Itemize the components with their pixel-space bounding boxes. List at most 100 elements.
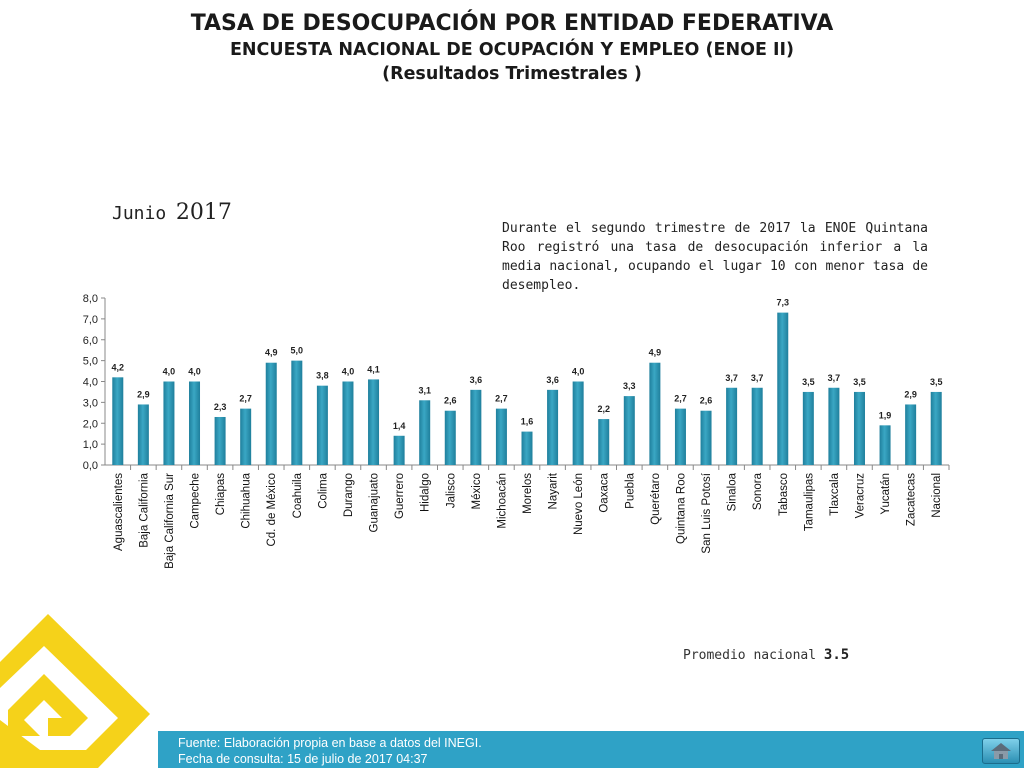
x-tick-label: Zacatecas: [906, 473, 918, 526]
x-tick-label: Baja California: [138, 472, 150, 547]
data-label: 7,3: [776, 298, 789, 308]
bar-chart: 0,0 1,0 2,0 3,0 4,0 5,0 6,0 7,0 8,0 4,2 Aguascalie…: [83, 293, 950, 569]
x-tick-label: Guerrero: [394, 473, 406, 519]
bar: [214, 416, 226, 465]
bar: [828, 387, 840, 465]
data-label: 2,7: [495, 394, 508, 404]
x-tick-label: Nacional: [931, 473, 943, 518]
x-tick-label: Durango: [343, 473, 355, 517]
bar: [368, 379, 380, 465]
x-tick-label: México: [471, 473, 483, 509]
bar: [470, 389, 482, 465]
x-tick-label: Jalisco: [445, 473, 457, 508]
data-label: 3,6: [546, 375, 559, 385]
bar: [393, 435, 405, 465]
bar: [674, 408, 686, 465]
bar: [598, 419, 610, 465]
x-tick-label: Tamaulipas: [803, 473, 815, 531]
data-label: 4,9: [265, 348, 278, 358]
x-tick-label: Yucatán: [880, 473, 892, 515]
data-label: 3,5: [802, 377, 815, 387]
period-month: Junio: [112, 203, 167, 224]
bar: [495, 408, 507, 465]
x-tick-label: Hidalgo: [420, 473, 432, 512]
home-button[interactable]: [982, 738, 1020, 764]
data-label: 1,6: [521, 417, 534, 427]
x-tick-label: Nuevo León: [573, 473, 585, 535]
x-tick-label: Tabasco: [778, 473, 790, 516]
y-tick-label: 7,0: [83, 314, 98, 326]
data-label: 2,2: [597, 404, 610, 414]
bar: [905, 404, 917, 465]
x-tick-label: Morelos: [522, 473, 534, 514]
x-tick-label: Puebla: [624, 472, 636, 508]
x-tick-label: Quintana Roo: [675, 473, 687, 544]
y-tick-label: 0,0: [83, 460, 98, 472]
y-tick-label: 1,0: [83, 439, 98, 451]
x-tick-label: Nayarit: [548, 472, 560, 509]
footer-source-line: Fuente: Elaboración propia en base a dat…: [178, 736, 482, 750]
data-label: 2,9: [904, 389, 917, 399]
x-tick-label: Cd. de México: [266, 473, 278, 547]
bar: [112, 377, 124, 465]
x-tick-label: Baja California Sur: [164, 473, 176, 569]
page-subtitle: ENCUESTA NACIONAL DE OCUPACIÓN Y EMPLEO …: [229, 40, 795, 60]
national-average-label: Promedio nacional: [683, 648, 817, 663]
x-tick-label: Guanajuato: [369, 473, 381, 532]
bar: [572, 381, 584, 465]
bar: [189, 381, 201, 465]
data-label: 3,7: [751, 373, 764, 383]
data-label: 3,1: [418, 385, 431, 395]
national-average: Promedio nacional 3.5: [683, 647, 849, 663]
page-subtitle-2: (Resultados Trimestrales ): [382, 64, 642, 84]
x-tick-label: Veracruz: [854, 473, 866, 519]
data-label: 4,0: [163, 367, 176, 377]
x-tick-label: Chihuahua: [241, 472, 253, 528]
x-tick-label: Sonora: [752, 472, 764, 510]
x-tick-label: Coahuila: [292, 472, 304, 518]
bar: [137, 404, 149, 465]
bar: [930, 391, 942, 465]
national-average-value: 3.5: [823, 647, 850, 663]
period-year: 2017: [175, 200, 232, 225]
data-label: 2,6: [700, 396, 713, 406]
x-tick-label: Campeche: [190, 473, 202, 529]
bar: [419, 400, 431, 465]
data-label: 3,3: [623, 381, 636, 391]
data-label: 2,3: [214, 402, 227, 412]
y-tick-label: 3,0: [83, 397, 98, 409]
page-title: TASA DE DESOCUPACIÓN POR ENTIDAD FEDERAT…: [190, 11, 834, 36]
bar: [802, 391, 814, 465]
data-label: 4,2: [112, 362, 125, 372]
data-label: 3,7: [725, 373, 738, 383]
footer-source: Fuente: Elaboración propia en base a dat…: [178, 735, 482, 767]
x-tick-label: San Luis Potosí: [701, 472, 713, 553]
x-tick-label: Querétaro: [650, 473, 662, 525]
bar: [240, 408, 252, 465]
y-tick-label: 5,0: [83, 356, 98, 368]
bar: [265, 362, 277, 465]
bar: [726, 387, 738, 465]
bar: [291, 360, 303, 465]
data-label: 3,5: [853, 377, 866, 387]
bar: [751, 387, 763, 465]
bar: [623, 396, 635, 465]
data-label: 2,7: [674, 394, 687, 404]
x-tick-label: Tlaxcala: [829, 472, 841, 515]
bar: [649, 362, 661, 465]
x-tick-label: Michoacán: [496, 473, 508, 529]
x-tick-label: Sinaloa: [727, 472, 739, 511]
data-label: 4,0: [188, 367, 201, 377]
footer-date-line: Fecha de consulta: 15 de julio de 2017 0…: [178, 752, 428, 766]
y-tick-label: 6,0: [83, 335, 98, 347]
bar: [342, 381, 354, 465]
x-tick-label: Aguascalientes: [113, 473, 125, 551]
bar: [163, 381, 175, 465]
y-tick-label: 4,0: [83, 377, 98, 389]
data-label: 1,4: [393, 421, 406, 431]
data-label: 1,9: [879, 410, 892, 420]
bar: [777, 312, 789, 465]
title-block: TASA DE DESOCUPACIÓN POR ENTIDAD FEDERAT…: [0, 10, 1024, 86]
bar: [879, 425, 891, 465]
data-label: 4,1: [367, 364, 380, 374]
